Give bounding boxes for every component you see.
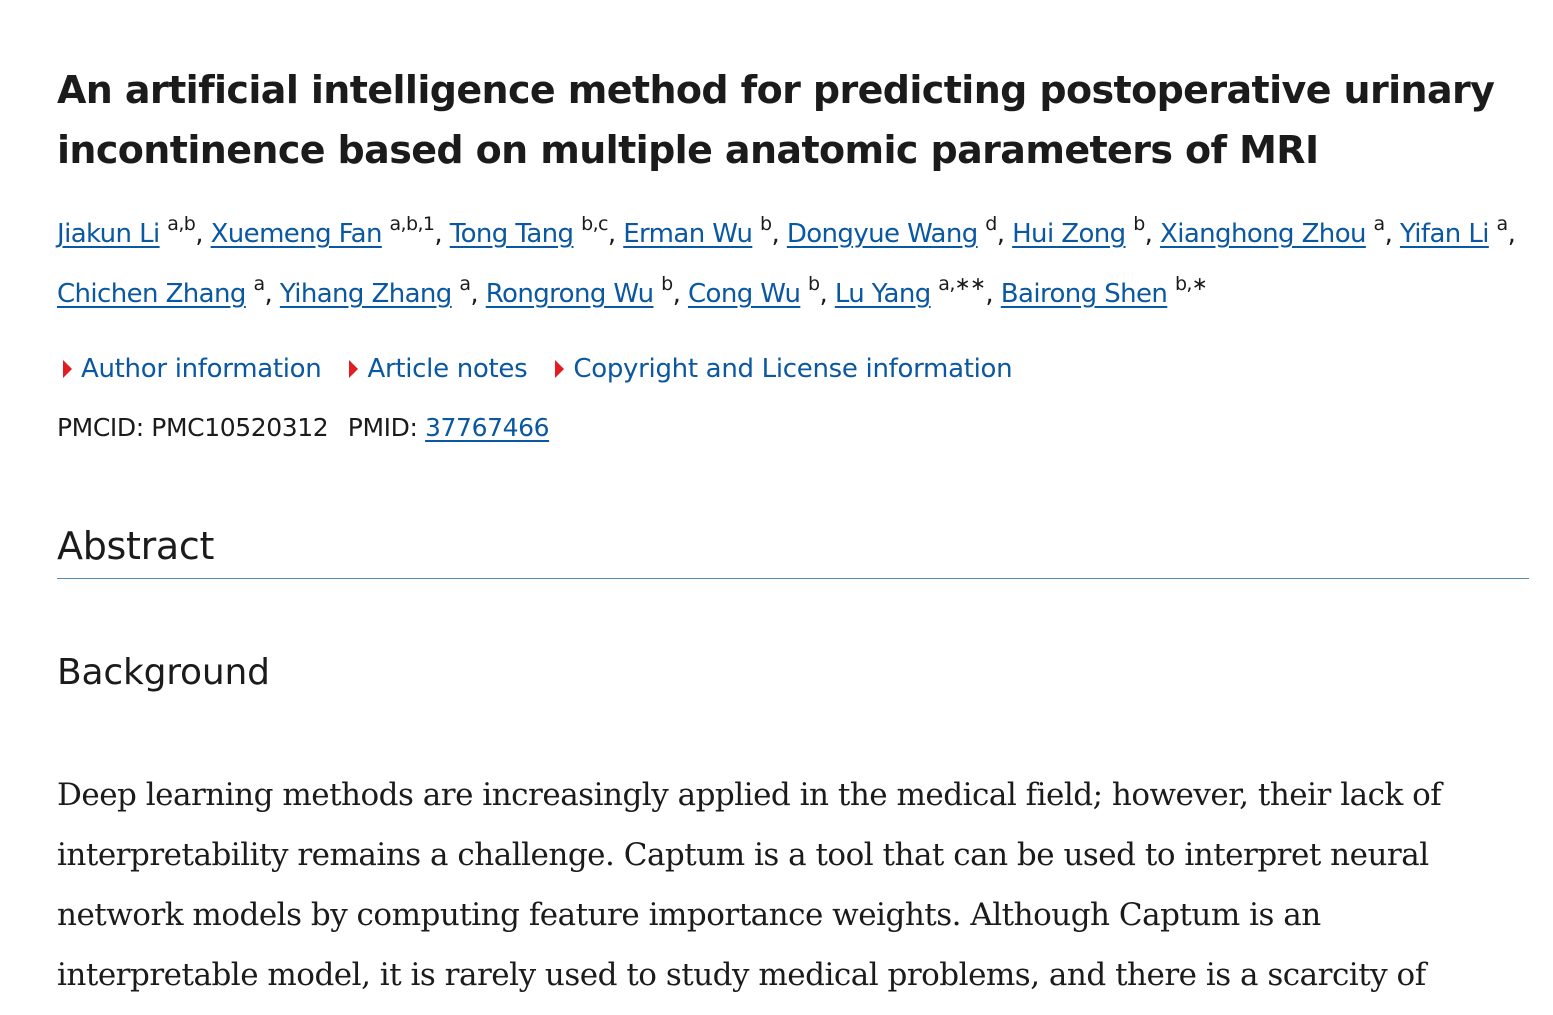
background-paragraph: Deep learning methods are increasingly a…	[57, 777, 1442, 993]
pmid-link[interactable]: 37767466	[425, 413, 550, 442]
author-link[interactable]: Dongyue Wang	[786, 219, 978, 249]
pmcid-value: PMC10520312	[151, 413, 329, 442]
author-link[interactable]: Chichen Zhang	[57, 279, 246, 309]
author-affiliation-marker: d	[985, 213, 997, 236]
author-link[interactable]: Jiakun Li	[57, 219, 160, 249]
author-separator: ,	[1144, 219, 1161, 249]
author-link[interactable]: Xianghong Zhou	[1160, 219, 1366, 249]
accordion-label: Author information	[81, 354, 322, 384]
author-separator: ,	[195, 219, 211, 249]
accordion-toggle[interactable]: Copyright and License information	[549, 354, 1013, 384]
author-separator: ,	[470, 279, 486, 309]
accordion-toggle[interactable]: Author information	[57, 354, 322, 384]
author-affiliation-marker: b	[661, 273, 673, 296]
author-affiliation-marker: a,b,1	[389, 213, 435, 236]
author-affiliation-marker: a	[459, 273, 471, 296]
author-link[interactable]: Yihang Zhang	[279, 279, 452, 309]
author-affiliation-marker: a,∗∗	[938, 273, 986, 296]
author-separator: ,	[996, 219, 1013, 249]
author-affiliation-marker: b	[1133, 213, 1145, 236]
caret-right-icon	[555, 360, 565, 378]
author-link[interactable]: Lu Yang	[834, 279, 931, 309]
caret-right-icon	[63, 360, 72, 378]
article-title: An artificial intelligence method for pr…	[57, 68, 1495, 172]
caret-right-icon	[349, 360, 359, 378]
author-affiliation-marker: b	[760, 213, 772, 236]
author-affiliation-marker: b,∗	[1174, 273, 1208, 296]
author-link[interactable]: Yifan Li	[1399, 219, 1490, 249]
author-link[interactable]: Rongrong Wu	[485, 279, 654, 309]
author-separator: ,	[819, 279, 835, 309]
background-heading: Background	[57, 652, 270, 693]
author-affiliation-marker: b	[808, 273, 820, 296]
pmcid-label: PMCID:	[57, 413, 144, 442]
author-link[interactable]: Erman Wu	[623, 219, 753, 249]
accordion-label: Copyright and License information	[573, 354, 1013, 384]
author-affiliation-marker: a	[1373, 213, 1386, 236]
author-link[interactable]: Bairong Shen	[1000, 279, 1168, 309]
author-link[interactable]: Tong Tang	[449, 219, 574, 249]
author-affiliation-marker: a	[1496, 213, 1509, 236]
author-link[interactable]: Xuemeng Fan	[210, 219, 383, 249]
author-separator: ,	[672, 279, 688, 309]
author-affiliation-marker: b,c	[581, 213, 608, 236]
author-separator: ,	[607, 219, 624, 249]
article-accordions: Author information Article notes Copyright…	[57, 354, 1529, 384]
author-list: Jiakun Li a,b, Xuemeng Fan a,b,1, Tong T…	[57, 204, 1527, 324]
author-affiliation-marker: a,b	[167, 213, 196, 236]
author-link[interactable]: Hui Zong	[1012, 219, 1126, 249]
accordion-label: Article notes	[367, 354, 528, 384]
author-separator: ,	[771, 219, 787, 249]
author-link[interactable]: Cong Wu	[687, 279, 801, 309]
accordion-toggle[interactable]: Article notes	[343, 354, 528, 384]
article-identifiers: PMCID: PMC10520312 PMID: 37767466	[57, 412, 1529, 444]
author-separator: ,	[1507, 219, 1516, 249]
author-separator: ,	[985, 279, 1001, 309]
author-separator: ,	[434, 219, 450, 249]
pmid-label: PMID:	[347, 413, 418, 442]
author-separator: ,	[264, 279, 280, 309]
author-affiliation-marker: a	[253, 273, 265, 296]
abstract-heading: Abstract	[57, 522, 1529, 579]
author-separator: ,	[1384, 219, 1400, 249]
